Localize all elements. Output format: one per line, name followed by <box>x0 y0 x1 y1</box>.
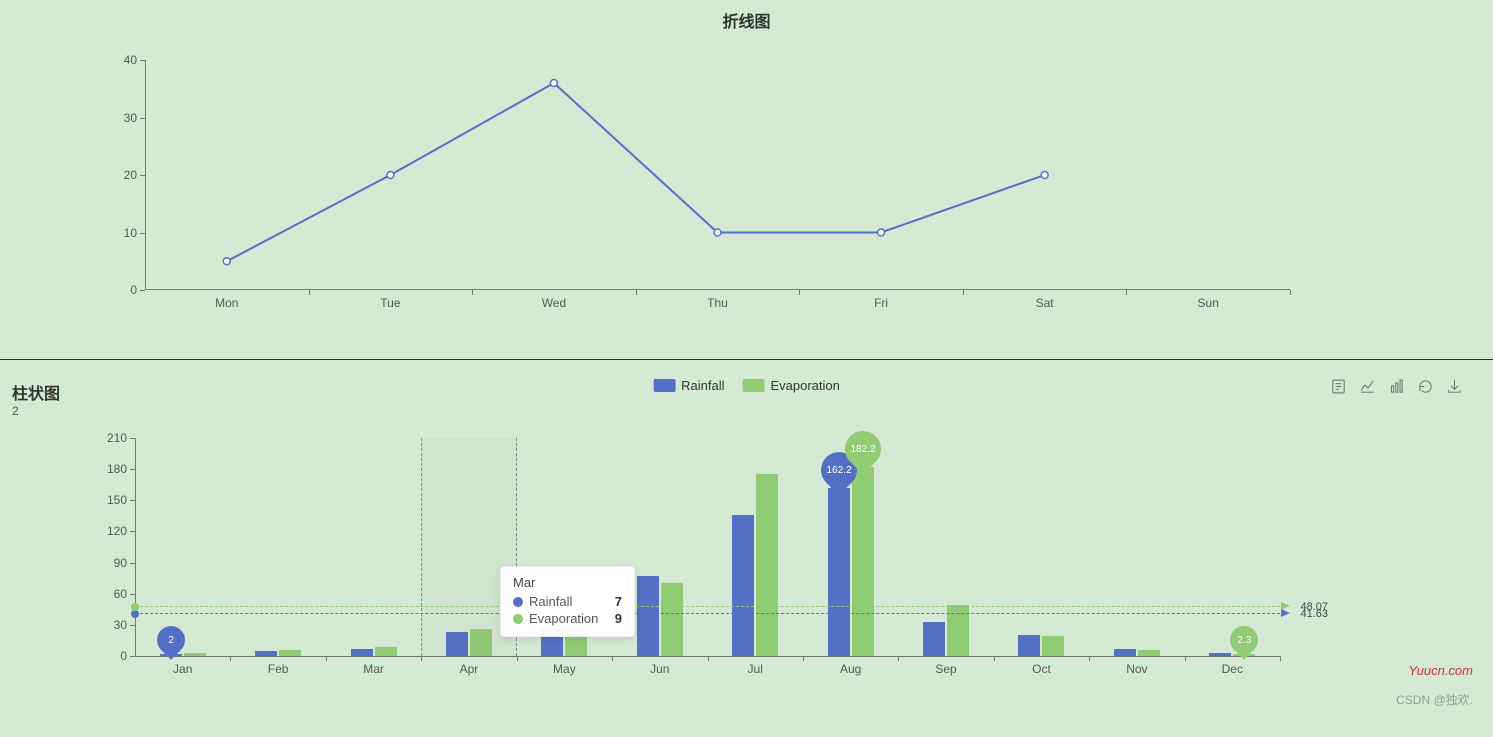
line-ytick: 10 <box>97 226 137 240</box>
line-xtick: Thu <box>707 296 728 310</box>
bar-xtick: Jul <box>748 662 763 676</box>
bar-chart-tooltip: MarRainfall7Evaporation9 <box>500 566 635 637</box>
line-xtick: Wed <box>542 296 566 310</box>
legend-item-evaporation[interactable]: Evaporation <box>742 378 839 393</box>
bar-ytick: 210 <box>87 431 127 445</box>
bar-xtick: May <box>553 662 576 676</box>
bar-ytick: 180 <box>87 462 127 476</box>
line-xtick: Sun <box>1198 296 1219 310</box>
bar-xtick: Jan <box>173 662 192 676</box>
markline: 41.63 <box>135 613 1280 614</box>
bar-chart-title: 柱状图 <box>12 380 60 404</box>
line-xtick: Mon <box>215 296 238 310</box>
bar-chart-toolbox <box>1330 378 1463 400</box>
bar-xtick: Oct <box>1032 662 1051 676</box>
bar-chart-area: 0306090120150180210JanFebMarAprMayJunJul… <box>135 438 1280 656</box>
bar-xtick: Dec <box>1222 662 1243 676</box>
bar-ytick: 30 <box>87 618 127 632</box>
bar-evaporation[interactable] <box>852 467 874 656</box>
bar-ytick: 60 <box>87 587 127 601</box>
bar-evaporation[interactable] <box>1042 636 1064 656</box>
bar-ytick: 90 <box>87 556 127 570</box>
legend-label-rainfall: Rainfall <box>681 378 724 393</box>
save-icon[interactable] <box>1446 378 1463 400</box>
bar-ytick: 120 <box>87 524 127 538</box>
legend-item-rainfall[interactable]: Rainfall <box>653 378 724 393</box>
line-xtick: Fri <box>874 296 888 310</box>
restore-icon[interactable] <box>1417 378 1434 400</box>
line-ytick: 40 <box>97 53 137 67</box>
bar-rainfall[interactable] <box>923 622 945 656</box>
bar-xtick: Nov <box>1126 662 1147 676</box>
bar-ytick: 150 <box>87 493 127 507</box>
bar-chart-panel: 柱状图 2 Rainfall Evaporation 0306090120150… <box>0 360 1493 730</box>
bar-xtick: Mar <box>363 662 384 676</box>
bar-xtick: Feb <box>268 662 289 676</box>
data-view-icon[interactable] <box>1330 378 1347 400</box>
bar-line-icon[interactable] <box>1388 378 1405 400</box>
data-zoom-icon[interactable] <box>1359 378 1376 400</box>
bar-xtick: Aug <box>840 662 861 676</box>
bar-xtick: Sep <box>935 662 956 676</box>
bar-chart-legend: Rainfall Evaporation <box>653 378 840 393</box>
bar-evaporation[interactable] <box>1138 650 1160 656</box>
bar-rainfall[interactable] <box>1018 635 1040 656</box>
bar-rainfall[interactable] <box>1209 653 1231 656</box>
line-ytick: 20 <box>97 168 137 182</box>
line-chart-area: 010203040MonTueWedThuFriSatSun <box>145 40 1290 290</box>
line-ytick: 30 <box>97 111 137 125</box>
watermark-author: CSDN @独欢. <box>1396 691 1473 708</box>
bar-evaporation[interactable] <box>756 474 778 656</box>
watermark-site: Yuucn.com <box>1408 663 1473 678</box>
legend-swatch-evaporation <box>742 379 764 392</box>
bar-ytick: 0 <box>87 649 127 663</box>
bar-rainfall[interactable] <box>828 488 850 656</box>
bar-xtick: Apr <box>460 662 479 676</box>
bar-xtick: Jun <box>650 662 669 676</box>
line-xtick: Tue <box>380 296 400 310</box>
bar-rainfall[interactable] <box>732 515 754 656</box>
bar-rainfall[interactable] <box>637 576 659 656</box>
legend-label-evaporation: Evaporation <box>770 378 839 393</box>
bar-rainfall[interactable] <box>1114 649 1136 656</box>
bar-rainfall[interactable] <box>255 651 277 656</box>
bar-rainfall[interactable] <box>351 649 373 656</box>
bar-evaporation[interactable] <box>279 650 301 656</box>
line-xtick: Sat <box>1036 296 1054 310</box>
line-ytick: 0 <box>97 283 137 297</box>
line-chart-panel: 折线图 010203040MonTueWedThuFriSatSun <box>0 0 1493 360</box>
legend-swatch-rainfall <box>653 379 675 392</box>
markline: 48.07 <box>135 606 1280 607</box>
bar-evaporation[interactable] <box>184 653 206 656</box>
line-chart-title: 折线图 <box>0 0 1493 32</box>
bar-chart-subtitle: 2 <box>12 404 19 418</box>
bar-evaporation[interactable] <box>661 583 683 656</box>
bar-evaporation[interactable] <box>375 647 397 656</box>
